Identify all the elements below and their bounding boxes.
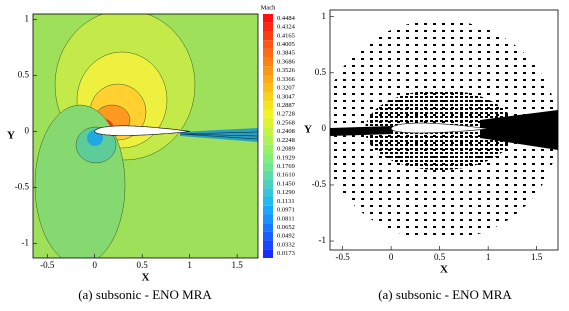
colorbar-label: 0.2887 — [277, 102, 296, 109]
x-tick-label: 0 — [389, 252, 394, 262]
colorbar-cell — [263, 75, 273, 84]
colorbar-cell — [263, 92, 273, 102]
colorbar-label: 0.0652 — [277, 224, 295, 231]
colorbar-label: 0.1769 — [277, 163, 295, 170]
colorbar-label: 0.1610 — [277, 172, 295, 179]
colorbar-label: 0.2728 — [277, 111, 295, 118]
colorbar-cell — [263, 249, 273, 258]
colorbar-cell — [263, 40, 273, 49]
colorbar-label: 0.2568 — [277, 119, 295, 126]
colorbar-cell — [263, 231, 273, 241]
y-tick-label: 1 — [322, 11, 327, 21]
colorbar-cell — [263, 179, 273, 189]
colorbar-cell — [263, 31, 273, 41]
y-tick-label: 0 — [322, 123, 327, 133]
colorbar-label: 0.3366 — [277, 76, 296, 83]
x-tick-label: 0.5 — [434, 252, 446, 262]
colorbar-label: 0.4484 — [277, 15, 296, 22]
colorbar-cell — [263, 188, 273, 197]
colorbar-cell — [263, 223, 273, 232]
colorbar-label: 0.0492 — [277, 233, 295, 240]
x-tick-label: 0 — [92, 260, 97, 270]
colorbar-label: 0.3526 — [277, 67, 296, 74]
y-axis-label: Y — [7, 130, 15, 142]
colorbar-cell — [263, 57, 273, 67]
x-tick-label: 1.5 — [531, 252, 543, 262]
y-tick-label: -1 — [319, 235, 327, 245]
airfoil — [94, 125, 190, 136]
colorbar-cell — [263, 214, 273, 224]
colorbar-cell — [263, 153, 273, 163]
colorbar-label: 0.0971 — [277, 207, 295, 214]
colorbar-label: 0.3047 — [277, 93, 296, 100]
plot-frame — [32, 13, 259, 259]
y-tick-label: -1 — [22, 238, 30, 248]
colorbar-cell — [263, 109, 273, 119]
colorbar-label: 0.3686 — [277, 58, 296, 65]
colorbar-cell — [263, 66, 273, 75]
colorbar-cell — [263, 14, 273, 23]
colorbar-label: 0.1929 — [277, 154, 295, 161]
y-tick-label: 0 — [25, 126, 30, 136]
colorbar-label: 0.3845 — [277, 50, 295, 57]
y-tick-label: -0.5 — [312, 179, 327, 189]
caption: (a) subsonic - ENO MRA — [78, 287, 212, 302]
plot-frame — [329, 9, 559, 251]
colorbar-label: 0.4005 — [277, 41, 295, 48]
y-tick-label: 1 — [25, 14, 30, 24]
y-tick-label: 0.5 — [315, 67, 327, 77]
x-tick-label: 0.5 — [137, 260, 149, 270]
colorbar-cell — [263, 240, 273, 250]
colorbar-label: 0.1290 — [277, 189, 295, 196]
colorbar-cell — [263, 197, 273, 206]
caption: (a) subsonic - ENO MRA — [378, 287, 512, 302]
x-tick-label: -0.5 — [335, 252, 350, 262]
colorbar-cell — [263, 170, 273, 180]
colorbar-label: 0.2408 — [277, 128, 295, 135]
x-tick-label: 1 — [486, 252, 491, 262]
colorbar-label: 0.0173 — [277, 250, 295, 257]
colorbar-cell — [263, 48, 273, 58]
colorbar-label: 0.0811 — [277, 215, 295, 222]
colorbar-cell — [263, 83, 273, 93]
x-tick-label: 1 — [187, 260, 192, 270]
colorbar-cell — [263, 118, 273, 128]
colorbar-label: 0.0332 — [277, 241, 295, 248]
airfoil — [390, 122, 489, 134]
colorbar-cell — [263, 136, 273, 145]
y-tick-label: -0.5 — [15, 182, 30, 192]
colorbar-label: 0.3207 — [277, 85, 296, 92]
colorbar-title: Mach — [261, 4, 277, 11]
colorbar-cell — [263, 101, 273, 110]
colorbar-label: 0.2089 — [277, 146, 295, 153]
x-tick-label: -0.5 — [40, 260, 55, 270]
x-tick-label: 1.5 — [231, 260, 243, 270]
colorbar-cell — [263, 127, 273, 136]
colorbar-label: 0.4165 — [277, 32, 295, 39]
colorbar-label: 0.4324 — [277, 24, 296, 31]
colorbar-cell — [263, 205, 273, 215]
contour-field — [33, 14, 258, 258]
colorbar-label: 0.2248 — [277, 137, 295, 144]
x-axis-label: X — [142, 272, 150, 284]
colorbar-cell — [263, 144, 273, 154]
colorbar-cell — [263, 162, 273, 171]
y-tick-label: 0.5 — [18, 70, 30, 80]
colorbar-label: 0.1450 — [277, 180, 295, 187]
colorbar-cell — [263, 22, 273, 32]
y-axis-label: Y — [304, 124, 312, 136]
x-axis-label: X — [440, 264, 448, 276]
colorbar-label: 0.1131 — [277, 198, 295, 205]
